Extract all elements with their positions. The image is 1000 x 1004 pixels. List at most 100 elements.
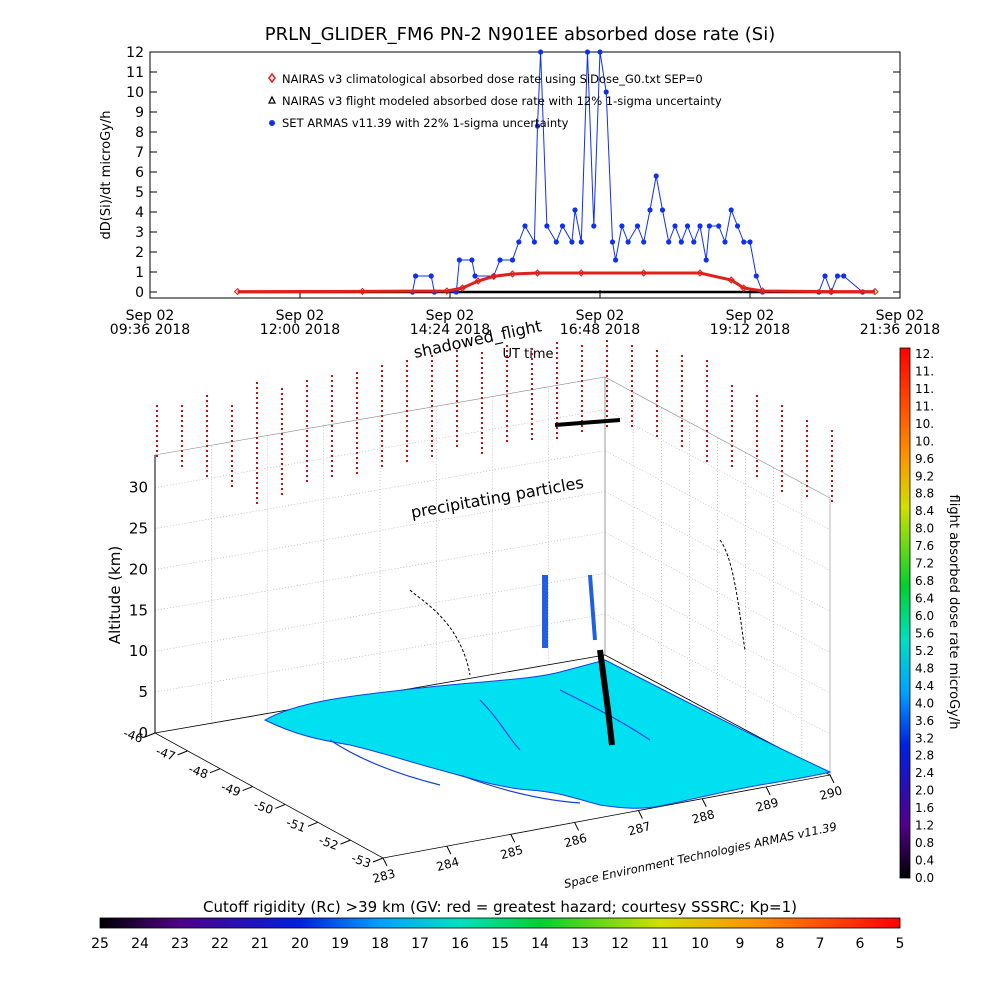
nairas-climatological-point (533, 269, 542, 277)
nairas-climatological-point (358, 287, 367, 296)
armas-point (538, 49, 544, 55)
z-gridline (154, 532, 606, 611)
nairas-climatological-point (508, 270, 517, 278)
annotation-precipitating-particles: precipitating particles (409, 473, 585, 522)
cutoff-colorbar-label: 16 (451, 936, 469, 952)
lat-tick (372, 857, 384, 863)
armas-point (619, 223, 625, 229)
nairas-climatological-point (233, 287, 242, 296)
y-tick-label: 9 (135, 105, 144, 121)
armas-point (697, 223, 703, 229)
dose-colorbar-label: 8.4 (915, 504, 934, 518)
armas-point (456, 257, 462, 263)
lat-tick-label: -53 (350, 851, 373, 871)
armas-point (753, 273, 759, 279)
cutoff-colorbar-label: 24 (131, 936, 149, 952)
flight-track-projection (409, 539, 746, 676)
legend-item-armas: SET ARMAS v11.39 with 22% 1-sigma uncert… (269, 116, 569, 130)
legend-label: NAIRAS v3 flight modeled absorbed dose r… (282, 94, 722, 108)
z-tick-label: 0 (138, 724, 148, 742)
nairas-climatological-point (758, 287, 767, 295)
x-tick-date: Sep 02 (576, 308, 625, 324)
cutoff-colorbar-label: 12 (611, 936, 629, 952)
x-tick-date: Sep 02 (276, 308, 325, 324)
dose-colorbar-label: 6.8 (915, 574, 934, 588)
dose-colorbar-label: 0.4 (915, 854, 934, 868)
cutoff-colorbar-label: 5 (896, 936, 905, 952)
z-gridline (604, 409, 831, 530)
series-armas-line (412, 51, 863, 294)
cutoff-colorbar-gradient (99, 917, 901, 929)
armas-point (597, 49, 603, 55)
cutoff-colorbar-label: 20 (291, 936, 309, 952)
armas-point (544, 223, 550, 229)
y-tick-label: 12 (126, 45, 144, 61)
x-tick-time: 14:24 2018 (410, 322, 490, 338)
armas-point (531, 239, 538, 245)
dose-colorbar-label: 1.6 (915, 801, 934, 815)
lat-tick-label: -50 (252, 797, 275, 817)
lat-tick (275, 803, 286, 809)
armas-point (684, 223, 691, 229)
longitude-ticks: 283 284 285 286 287 288 289 290 (371, 774, 844, 886)
dose-colorbar-label: 5.6 (915, 626, 934, 640)
x-tick-time: 16:48 2018 (560, 322, 640, 338)
dose-colorbar-label: 4.4 (915, 679, 934, 693)
lat-tick-label: -49 (219, 780, 242, 800)
x-tick-time: 12:00 2018 (260, 322, 340, 338)
lon-tick-label: 290 (818, 783, 844, 802)
lat-tick-label: -46 (122, 726, 145, 746)
y-tick-label: 6 (135, 165, 144, 181)
x-tick-time: 09:36 2018 (110, 322, 190, 338)
z-gridline (604, 613, 831, 735)
cutoff-colorbar: Cutoff rigidity (Rc) >39 km (GV: red = g… (91, 898, 904, 952)
dose-colorbar-label: 6.0 (915, 609, 934, 623)
credit-text: Space Environment Technologies ARMAS v11… (563, 819, 838, 891)
armas-point (703, 257, 709, 263)
armas-point (734, 223, 741, 229)
y-tick-label: 0 (135, 285, 144, 301)
armas-point (603, 89, 609, 95)
y-tick-label: 3 (135, 225, 144, 241)
flight-track (409, 418, 746, 746)
diamond-marker-icon (268, 72, 276, 84)
dose-colorbar-label: 12. (915, 347, 934, 361)
lat-tick (340, 839, 351, 845)
armas-point (822, 273, 828, 279)
triangle-marker-icon (267, 95, 277, 104)
y-tick-label: 7 (135, 145, 144, 161)
z-axis-ticks: 0 5 10 15 20 25 30 (129, 479, 148, 742)
lon-tick-label: 283 (371, 866, 397, 885)
armas-point (428, 273, 434, 279)
dose-colorbar-label: 11. (915, 364, 934, 378)
nairas-climatological-point (474, 277, 482, 285)
lat-tick (144, 732, 156, 738)
armas-point (672, 223, 678, 229)
timeseries-frame (149, 51, 901, 299)
cutoff-colorbar-label: 18 (371, 936, 389, 952)
lon-tick-label: 285 (499, 843, 525, 862)
legend-item-nairas-climatological: NAIRAS v3 climatological absorbed dose r… (268, 72, 703, 86)
armas-point (472, 273, 478, 279)
cutoff-colorbar-label: 9 (736, 936, 745, 952)
armas-point (569, 239, 575, 245)
z-gridline (154, 613, 606, 693)
cutoff-colorbar-label: 25 (91, 936, 109, 952)
armas-point (613, 257, 619, 263)
armas-point (666, 239, 672, 245)
flight-track-ground (597, 649, 615, 746)
z-tick-label: 20 (129, 560, 148, 578)
dose-colorbar-gradient (899, 347, 911, 879)
legend-label: NAIRAS v3 climatological absorbed dose r… (282, 72, 703, 86)
dose-colorbar-label: 4.0 (915, 696, 934, 710)
armas-point (609, 239, 616, 245)
cutoff-colorbar-label: 7 (816, 936, 825, 952)
dose-colorbar: 12. 11. 11. 11. 10. 10. 9.6 9.2 8.8 8.4 8.0 7.6 7.2 6… (899, 347, 961, 885)
legend: NAIRAS v3 climatological absorbed dose r… (267, 72, 722, 130)
armas-point (469, 257, 475, 263)
armas-point (584, 49, 591, 55)
